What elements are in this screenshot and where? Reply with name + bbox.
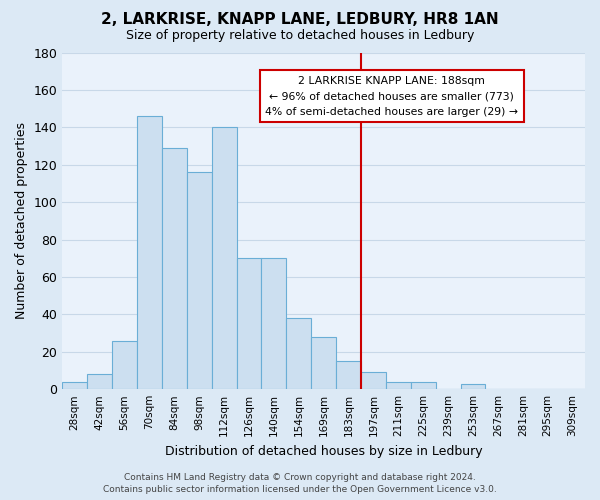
Bar bbox=[411, 382, 436, 389]
Bar bbox=[112, 340, 137, 389]
Text: 2 LARKRISE KNAPP LANE: 188sqm
← 96% of detached houses are smaller (773)
4% of s: 2 LARKRISE KNAPP LANE: 188sqm ← 96% of d… bbox=[265, 76, 518, 117]
Text: 2, LARKRISE, KNAPP LANE, LEDBURY, HR8 1AN: 2, LARKRISE, KNAPP LANE, LEDBURY, HR8 1A… bbox=[101, 12, 499, 28]
Text: Contains HM Land Registry data © Crown copyright and database right 2024.
Contai: Contains HM Land Registry data © Crown c… bbox=[103, 472, 497, 494]
Bar bbox=[361, 372, 386, 389]
Bar bbox=[162, 148, 187, 389]
Bar bbox=[137, 116, 162, 389]
Text: Size of property relative to detached houses in Ledbury: Size of property relative to detached ho… bbox=[126, 28, 474, 42]
Bar bbox=[461, 384, 485, 389]
Bar bbox=[236, 258, 262, 389]
Bar bbox=[386, 382, 411, 389]
X-axis label: Distribution of detached houses by size in Ledbury: Distribution of detached houses by size … bbox=[165, 444, 482, 458]
Bar bbox=[212, 128, 236, 389]
Bar bbox=[311, 337, 336, 389]
Bar bbox=[262, 258, 286, 389]
Bar bbox=[62, 382, 87, 389]
Bar bbox=[87, 374, 112, 389]
Bar bbox=[187, 172, 212, 389]
Bar bbox=[286, 318, 311, 389]
Bar bbox=[336, 361, 361, 389]
Y-axis label: Number of detached properties: Number of detached properties bbox=[15, 122, 28, 320]
